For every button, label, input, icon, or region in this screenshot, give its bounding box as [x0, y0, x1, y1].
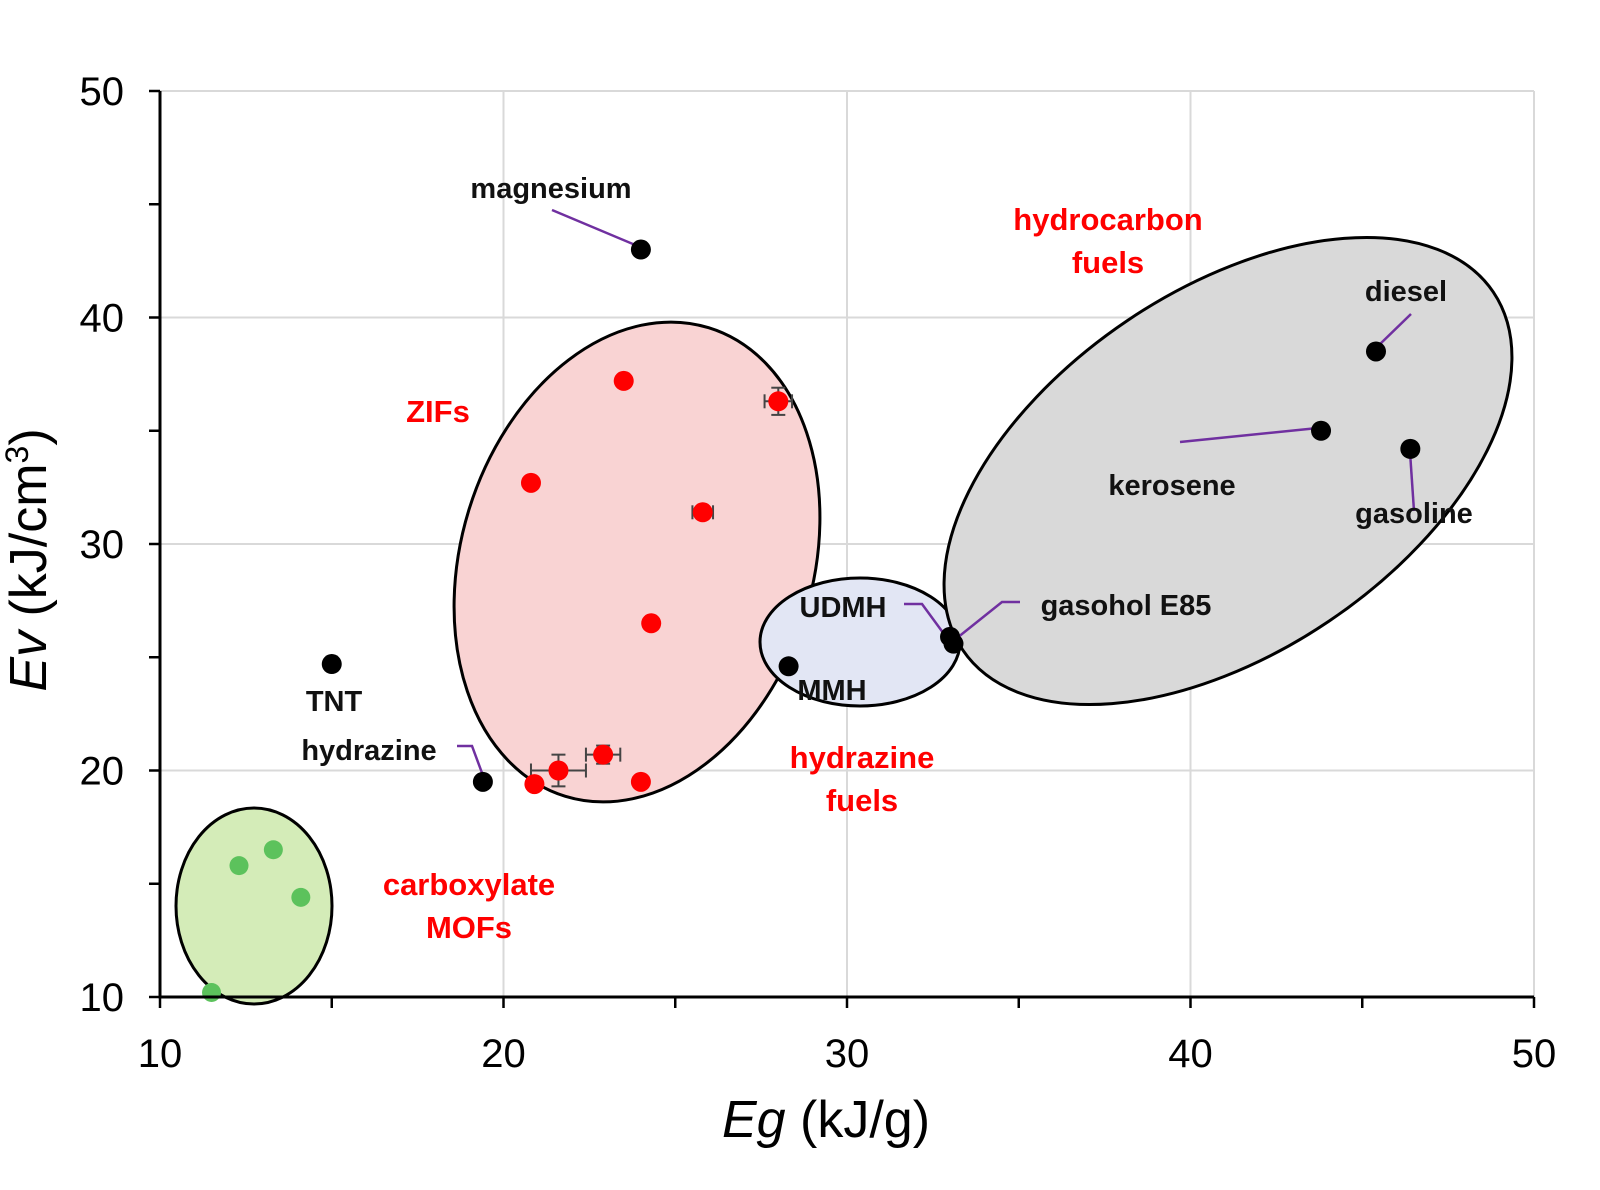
x-tick-label-30: 30 [825, 1032, 870, 1076]
point-labels: magnesium TNT hydrazine MMH UDMH gasohol E85 d… [301, 173, 1473, 767]
zif-point-5 [641, 613, 662, 634]
hydrocarbon-group-label-line-1: hydrocarbon [1013, 202, 1202, 237]
magnesium-leader [551, 208, 641, 249]
mof-group-label-line-2: MOFs [426, 910, 512, 945]
mof-group-label-line-1: carboxylate [383, 867, 555, 902]
y-axis-unit: (kJ/cm [0, 463, 58, 631]
mof-point-4 [202, 982, 222, 1002]
axes: 10 20 30 40 50 10 20 30 40 50 [80, 70, 1557, 1076]
y-axis-unit-close: ) [0, 428, 58, 445]
y-axis-unit-exponent: 3 [0, 446, 35, 464]
point-label-magnesium: magnesium [470, 173, 631, 205]
y-axis-title: Ev (kJ/cm3) [0, 428, 58, 691]
group-labels: ZIFs hydrocarbon fuels hydrazine fuels carbox… [383, 202, 1203, 945]
point-label-mmh: MMH [797, 675, 866, 707]
hydrazine-leader [457, 744, 487, 782]
leader-lines [457, 208, 1416, 782]
gasoline-leader [1408, 451, 1416, 512]
point-label-tnt: TNT [306, 686, 363, 718]
y-tick-label-50: 50 [80, 70, 125, 114]
point-label-udmh: UDMH [800, 592, 887, 624]
x-axis-unit: (kJ/g) [786, 1091, 930, 1149]
reference-point-tnt [321, 654, 342, 675]
zif-point-9 [630, 771, 651, 792]
reference-point-hydrazine [472, 771, 493, 792]
mof-point-1 [229, 856, 249, 876]
reference-point-mmh [778, 656, 799, 677]
y-tick-label-30: 30 [80, 523, 125, 567]
point-label-gasohol-e85: gasohol E85 [1041, 590, 1212, 622]
y-axis-symbol: Ev [0, 628, 58, 692]
hydrazine-group-label-line-2: fuels [826, 783, 898, 818]
zif-point-3 [520, 472, 541, 493]
zif-point-8 [524, 774, 545, 795]
mof-point-2 [263, 840, 283, 860]
x-tick-label-50: 50 [1512, 1032, 1557, 1076]
x-tick-label-20: 20 [481, 1032, 526, 1076]
reference-point-magnesium [630, 239, 651, 260]
zif-point-4 [692, 502, 713, 523]
mof-point-3 [291, 887, 311, 907]
reference-point-gasoline [1400, 438, 1421, 459]
point-label-kerosene: kerosene [1108, 470, 1235, 502]
data-points [202, 239, 1421, 1002]
reference-point-kerosene [1311, 420, 1332, 441]
reference-point-diesel [1365, 341, 1386, 362]
zif-point-7 [548, 760, 569, 781]
y-tick-label-40: 40 [80, 297, 125, 341]
x-axis-symbol: Eg [722, 1091, 786, 1149]
hydrazine-group-label-line-1: hydrazine [790, 740, 935, 775]
hydrocarbon-group-label-line-2: fuels [1072, 245, 1144, 280]
point-label-diesel: diesel [1365, 276, 1447, 308]
point-label-gasoline: gasoline [1355, 498, 1473, 530]
diesel-leader [1376, 313, 1412, 348]
udmh-leader [904, 602, 946, 635]
kerosene-leader [1179, 426, 1319, 444]
mof-region [174, 806, 334, 1006]
gasohol-leader [951, 600, 1020, 643]
y-tick-label-20: 20 [80, 750, 125, 794]
zif-point-1 [613, 370, 634, 391]
reference-point-gasohol-e85 [943, 633, 964, 654]
zif-group-label: ZIFs [406, 394, 470, 429]
zif-point-6 [593, 744, 614, 765]
point-label-hydrazine: hydrazine [301, 735, 436, 767]
x-tick-label-10: 10 [138, 1032, 183, 1076]
x-tick-label-40: 40 [1168, 1032, 1213, 1076]
gridlines [160, 90, 1535, 997]
x-axis-title: Eg (kJ/g) [722, 1091, 930, 1149]
zif-point-2 [768, 391, 789, 412]
y-tick-label-10: 10 [80, 976, 125, 1020]
